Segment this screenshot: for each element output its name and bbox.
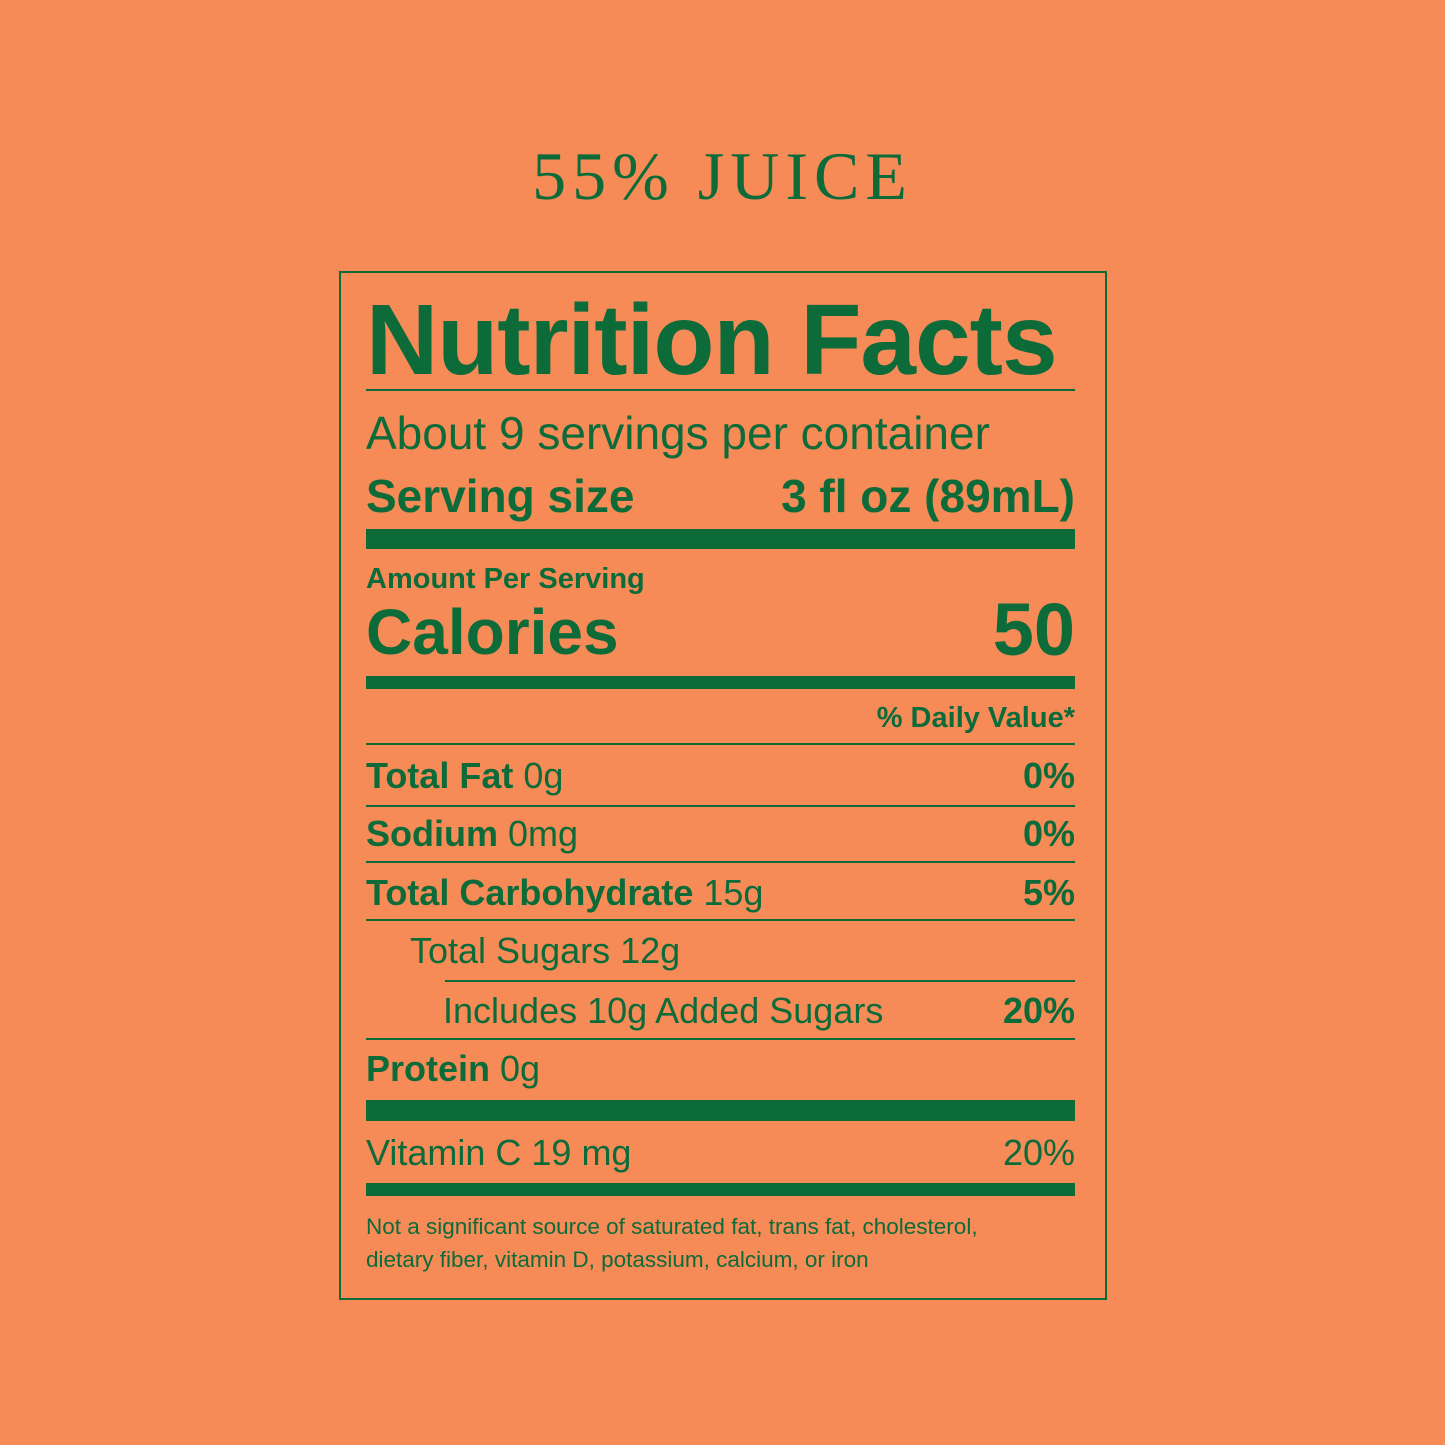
medium-divider [366, 1183, 1075, 1196]
nutrition-facts-panel [339, 271, 1107, 1300]
thick-divider [366, 1100, 1075, 1121]
nutrition-facts-heading: Nutrition Facts [366, 284, 1058, 396]
divider [366, 919, 1075, 921]
sodium-dv: 0% [1022, 813, 1075, 854]
nutrient-row-sodium: Sodium 0mg [366, 813, 579, 854]
indented-divider [445, 980, 1075, 982]
amount-per-serving: Amount Per Serving [366, 563, 645, 595]
servings-per-container: About 9 servings per container [366, 407, 990, 459]
divider [366, 861, 1075, 863]
total-carbohydrate-dv: 5% [1022, 872, 1075, 913]
divider [366, 1038, 1075, 1040]
medium-divider [366, 676, 1075, 689]
serving-size-label: Serving size [366, 470, 635, 522]
daily-value-header: % Daily Value* [876, 702, 1075, 734]
divider [366, 389, 1075, 391]
thick-divider [366, 529, 1075, 549]
nutrient-row-protein: Protein 0g [366, 1048, 541, 1089]
footnote-line-2: dietary fiber, vitamin D, potassium, cal… [366, 1247, 869, 1272]
divider [366, 743, 1075, 745]
serving-size-value: 3 fl oz (89mL) [781, 470, 1075, 522]
calories-label: Calories [366, 596, 619, 668]
added-sugars-dv: 20% [1002, 990, 1075, 1031]
nutrient-row-total-carbohydrate: Total Carbohydrate 15g [366, 872, 764, 913]
vitamin-c-row: Vitamin C 19 mg [366, 1132, 632, 1173]
nutrient-row-total-sugars: Total Sugars 12g [410, 930, 681, 971]
nutrient-row-total-fat: Total Fat 0g [366, 755, 564, 796]
footnote-line-1: Not a significant source of saturated fa… [366, 1214, 978, 1239]
calories-value: 50 [992, 588, 1075, 671]
total-fat-dv: 0% [1022, 755, 1075, 796]
vitamin-c-dv: 20% [1002, 1132, 1075, 1173]
divider [366, 805, 1075, 807]
product-juice-percentage: 55% JUICE [532, 138, 913, 214]
nutrient-row-added-sugars: Includes 10g Added Sugars [443, 990, 884, 1031]
